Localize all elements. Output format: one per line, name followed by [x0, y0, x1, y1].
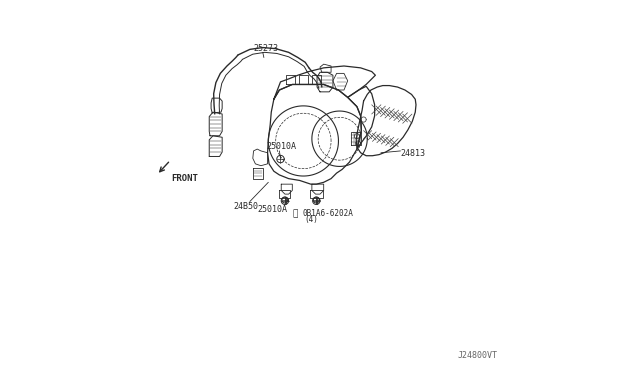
Text: 25273: 25273 — [253, 44, 278, 53]
Text: 25010A: 25010A — [257, 205, 287, 215]
Text: J24800VT: J24800VT — [457, 350, 497, 359]
Text: 0B1A6-6202A: 0B1A6-6202A — [302, 209, 353, 218]
Text: (4): (4) — [304, 215, 318, 224]
Text: 25010A: 25010A — [266, 142, 296, 151]
Text: Ⓑ: Ⓑ — [292, 209, 298, 218]
Text: FRONT: FRONT — [172, 174, 198, 183]
Text: 24813: 24813 — [401, 149, 426, 158]
Text: 24B50: 24B50 — [233, 202, 258, 211]
